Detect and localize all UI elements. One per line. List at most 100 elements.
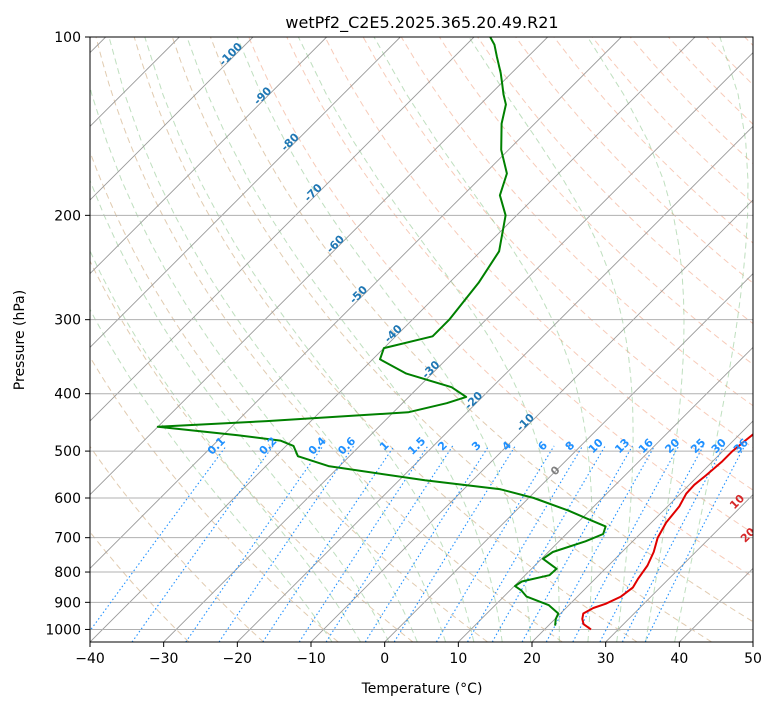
dry-adiabat: [90, 259, 414, 642]
mixing-ratio-label: 0.6: [335, 434, 358, 457]
isotherm-label: -60: [324, 232, 347, 255]
isotherm: [163, 52, 753, 642]
isotherm: [310, 199, 753, 642]
mixing-ratio-line: [393, 445, 516, 642]
moist-adiabat: [90, 308, 333, 642]
moist-adiabat: [144, 37, 475, 642]
isotherm-label: -40: [382, 322, 405, 345]
isotherm-label: -50: [347, 283, 370, 306]
y-tick-label: 200: [54, 208, 81, 224]
background-lines: [90, 37, 753, 642]
dry-adiabat: [171, 37, 712, 642]
mixing-ratio-line: [218, 445, 355, 642]
x-tick-label: −20: [223, 651, 253, 667]
x-axis-label: Temperature (°C): [361, 681, 483, 697]
moist-adiabat: [90, 84, 418, 642]
isotherm-label: -90: [251, 84, 274, 107]
dry-adiabat: [668, 37, 753, 125]
mixing-ratio-line: [599, 445, 704, 642]
dry-adiabat: [90, 445, 264, 642]
dry-adiabat: [744, 37, 753, 47]
mixing-ratio-line: [185, 445, 324, 642]
dry-adiabat: [286, 37, 753, 534]
mixing-ratio-line: [572, 445, 680, 642]
isotherm: [458, 346, 753, 642]
isotherm: [605, 494, 753, 642]
mixing-ratio-label: 20: [662, 436, 682, 456]
y-axis-ticks: 100 200 300 400 500 600 700 800 900 1000: [45, 30, 90, 638]
moist-adiabat: [468, 37, 634, 642]
isotherm-label: -20: [462, 389, 485, 412]
moist-adiabat: [674, 37, 749, 642]
moist-adiabat: [90, 179, 390, 642]
moist-adiabat: [90, 249, 362, 642]
x-tick-label: −10: [296, 651, 326, 667]
mixing-ratio-line: [298, 445, 429, 642]
mixing-ratio-label: 0.4: [306, 434, 329, 457]
dry-adiabat: [706, 37, 753, 86]
mixing-ratio-line: [364, 445, 490, 642]
y-tick-label: 900: [54, 595, 81, 611]
moist-adiabat: [186, 37, 503, 642]
moist-adiabat: [373, 37, 593, 642]
moist-adiabat: [108, 37, 447, 642]
x-tick-label: 30: [597, 651, 615, 667]
mixing-ratio-label: 10: [586, 436, 606, 456]
x-tick-label: 40: [670, 651, 688, 667]
isotherm: [90, 37, 622, 569]
mixing-ratio-label: 0.1: [205, 435, 228, 458]
isotherm: [531, 420, 753, 642]
isotherm: [90, 37, 548, 496]
dry-adiabat: [515, 37, 753, 284]
x-axis-ticks: −40 −30 −20 −10 0 10 20 30 40 50: [75, 642, 762, 667]
dry-adiabat: [210, 37, 753, 623]
mixing-ratio-label: 30: [709, 436, 729, 456]
dry-adiabat: [324, 37, 753, 491]
mixing-ratio-line: [131, 445, 274, 642]
mixing-ratio-label: 25: [688, 436, 708, 456]
y-tick-label: 300: [54, 313, 81, 329]
moist-adiabat-label: 10: [727, 492, 747, 512]
plot-frame: [89, 36, 754, 643]
y-tick-label: 700: [54, 531, 81, 547]
dry-adiabat: [90, 356, 339, 642]
isotherm: [90, 37, 327, 275]
x-tick-label: 0: [380, 651, 389, 667]
dry-adiabat: [90, 531, 190, 642]
x-tick-label: 20: [523, 651, 541, 667]
mixing-ratio-line: [521, 445, 633, 642]
mixing-ratio-line: [325, 445, 454, 642]
y-tick-label: 400: [54, 387, 81, 403]
y-axis-label: Pressure (hPa): [12, 290, 28, 390]
mixing-ratio-line: [621, 445, 725, 642]
mixing-ratio-line: [644, 445, 746, 642]
isotherm: [384, 273, 753, 642]
x-tick-label: −30: [149, 651, 179, 667]
temperature-profile-line: [581, 433, 753, 631]
isotherm: [90, 37, 696, 642]
chart-title: wetPf2_C2E5.2025.365.20.49.R21: [285, 13, 558, 33]
isotherm: [90, 37, 475, 422]
x-tick-label: −40: [75, 651, 105, 667]
y-tick-label: 1000: [45, 622, 81, 638]
dewpoint-profile-line: [156, 37, 607, 626]
isotherm-label: -100: [216, 40, 245, 69]
x-tick-label: 50: [744, 651, 762, 667]
isotherm: [752, 641, 753, 642]
y-tick-label: 600: [54, 491, 81, 507]
mixing-ratio-line: [467, 445, 584, 642]
isotherm: [237, 125, 753, 642]
y-tick-label: 800: [54, 565, 81, 581]
isotherm-label: -70: [302, 181, 325, 204]
isotherm: [90, 37, 254, 201]
dry-adiabat: [553, 37, 753, 244]
mixing-ratio-line: [545, 445, 656, 642]
y-tick-label: 500: [54, 444, 81, 460]
moist-adiabat: [587, 37, 685, 642]
x-tick-label: 10: [449, 651, 467, 667]
dry-adiabat: [133, 37, 638, 642]
isotherm-label: -80: [279, 130, 302, 153]
profile-lines: [156, 37, 753, 631]
mixing-ratio-label: 13: [612, 436, 632, 456]
